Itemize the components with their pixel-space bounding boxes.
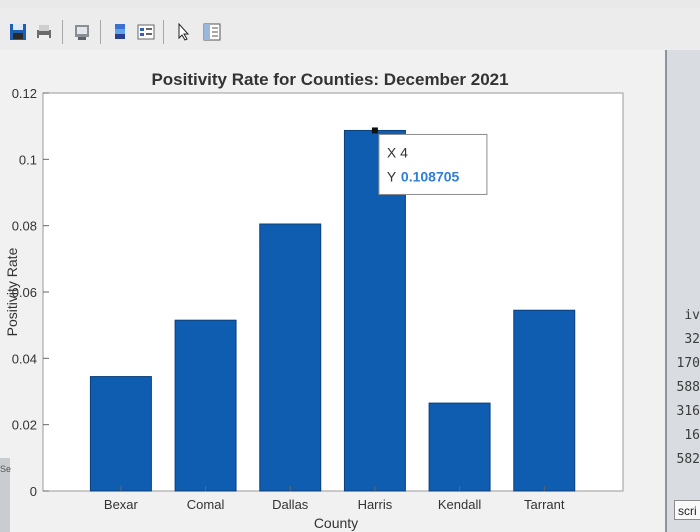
script-tab[interactable]: scri [674,500,700,520]
y-tick-label: 0.04 [12,351,37,366]
y-tick-label: 0 [30,484,37,499]
x-tick-label: Comal [187,497,225,512]
link-icon[interactable] [70,20,94,44]
bar-comal[interactable] [174,319,237,492]
x-tick-label: Harris [358,497,393,512]
x-tick-label: Dallas [272,497,309,512]
editor-line-fragment: 316 [676,404,700,419]
editor-line-fragment: 588 [676,380,700,395]
x-tick-label: Bexar [104,497,139,512]
bar-chart: Positivity Rate for Counties: December 2… [4,70,624,531]
editor-line-fragment: 16 [684,428,700,443]
y-tick-label: 0.1 [19,152,37,167]
datatip-x-text: X 4 [387,144,408,160]
editor-line-fragment: 32 [684,332,700,347]
print-icon[interactable] [32,20,56,44]
bar-dallas[interactable] [259,223,322,492]
chart-title: Positivity Rate for Counties: December 2… [151,70,508,89]
bar-tarrant[interactable] [513,309,576,492]
x-tick-label: Tarrant [524,497,565,512]
editor-line-fragment: 582 [676,452,700,467]
datatip-box[interactable] [378,133,488,195]
x-tick-label: Kendall [438,497,481,512]
editor-line-fragment: 170 [676,356,700,371]
editor-line-fragment: iv [684,308,700,323]
y-tick-label: 0.08 [12,219,37,234]
y-tick-label: 0.02 [12,418,37,433]
left-panel-label: Se [0,464,12,474]
colorbar-icon[interactable] [108,20,132,44]
x-axis-label: County [314,515,358,531]
datatip-y-value: 0.108705 [401,168,460,184]
left-panel-tab[interactable]: Se [0,458,12,532]
datatip-y-label: Y [387,168,397,184]
property-inspector-icon[interactable] [200,20,224,44]
bar-kendall[interactable] [428,402,491,492]
figure-canvas: Positivity Rate for Counties: December 2… [0,50,665,532]
save-icon[interactable] [6,20,30,44]
legend-icon[interactable] [134,20,158,44]
bar-bexar[interactable] [89,376,152,492]
y-tick-label: 0.06 [12,285,37,300]
editor-side-panel: iv 32 170 588 316 16 582 [665,50,700,532]
y-tick-label: 0.12 [12,86,37,101]
y-axis-label: Positivity Rate [4,247,20,336]
datatip-marker[interactable] [371,127,378,134]
figure-toolbar [0,8,700,51]
pointer-icon[interactable] [172,20,196,44]
